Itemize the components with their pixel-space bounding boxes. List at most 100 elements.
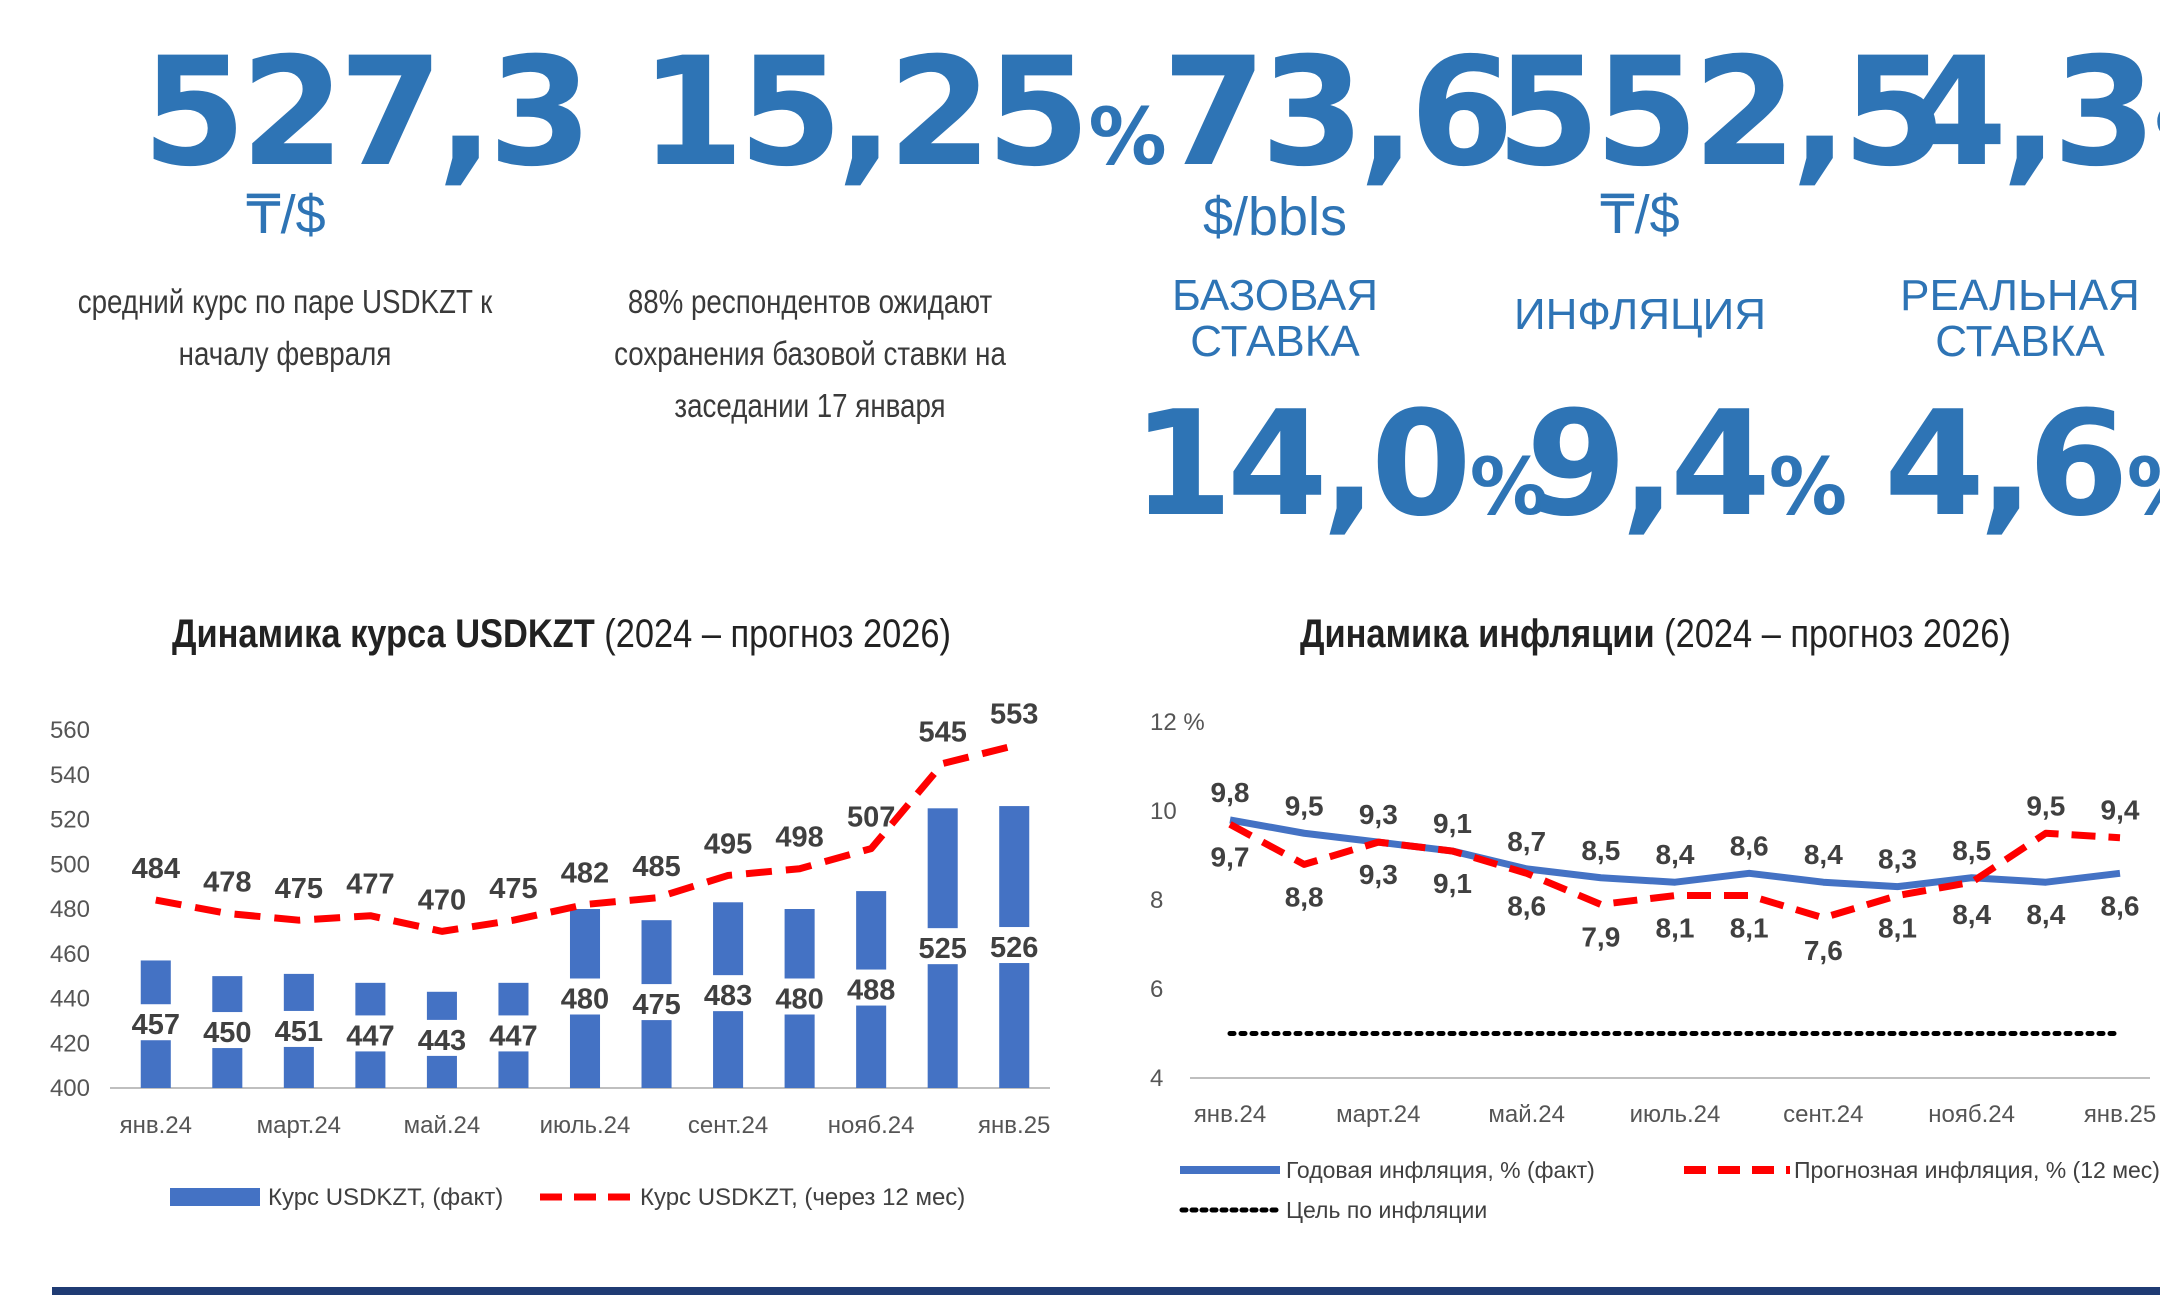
forecast-value-label: 8,4 — [1952, 899, 1991, 930]
x-tick-label: май.24 — [404, 1112, 481, 1139]
x-tick-label: сент.24 — [688, 1112, 768, 1139]
actual-value-label: 8,5 — [1952, 835, 1991, 866]
x-tick-label: нояб.24 — [1928, 1101, 2015, 1128]
y-tick-label: 12 % — [1150, 709, 1205, 736]
actual-value-label: 9,1 — [1433, 808, 1472, 839]
forecast-value-label: 9,3 — [1359, 859, 1398, 890]
y-tick-label: 440 — [50, 986, 90, 1013]
bar-value-label: 526 — [990, 932, 1038, 964]
kpi-real-rate-pct: % — [2127, 443, 2160, 533]
bar-value-label: 450 — [203, 1017, 251, 1049]
chart-inflation-title: Динамика инфляции (2024 – прогноз 2026) — [1300, 614, 2011, 654]
inflation-chart: 4 6 8 10 12 % 9,8 9,7 9,5 8,8 9,3 9,3 9,1 9,1 8,7 8,6 8… — [1150, 709, 2160, 1223]
y-tick-label: 540 — [50, 762, 90, 789]
forecast-value-label: 7,9 — [1581, 921, 1620, 952]
bar-label-bg — [481, 1015, 546, 1052]
bar-value-label: 488 — [847, 975, 895, 1007]
x-tick-label: март.24 — [257, 1112, 341, 1139]
kpi-survey-pct: % — [1088, 93, 1167, 183]
line-value-label: 553 — [990, 699, 1038, 731]
bar-value-label: 525 — [918, 933, 966, 965]
bar-label-bg — [409, 1019, 474, 1056]
legend-bar-label: Курс USDKZT, (факт) — [268, 1184, 503, 1211]
forecast-value-label: 9,1 — [1433, 868, 1472, 899]
actual-value-label: 9,5 — [1285, 790, 1324, 821]
forecast-line — [155, 742, 1016, 935]
forecast-value-label: 8,6 — [1507, 890, 1546, 921]
kpi-usdkzt-avg-description: средний курс по паре USDKZT к началу фев… — [77, 283, 493, 372]
line-value-label: 470 — [418, 884, 466, 916]
x-tick-label: янв.25 — [2084, 1101, 2156, 1128]
footer-divider — [52, 1287, 2160, 1295]
kpi-usdkzt-avg-value: 527,3 — [142, 26, 592, 200]
forecast-value-label: 7,6 — [1804, 935, 1843, 966]
kpi-survey-value: 15,25% — [640, 26, 1167, 200]
legend-line-label: Курс USDKZT, (через 12 мес) — [640, 1184, 965, 1211]
line-value-label: 482 — [561, 858, 609, 890]
kpi-inflation-label: ИНФЛЯЦИЯ — [1514, 290, 1766, 339]
bar-value-label: 451 — [275, 1016, 323, 1048]
x-tick-label: янв.25 — [978, 1112, 1050, 1139]
actual-value-label: 8,6 — [1730, 830, 1769, 861]
y-tick-label: 480 — [50, 896, 90, 923]
kpi-top-right-pct: % — [2155, 93, 2160, 183]
x-tick-label: май.24 — [1488, 1101, 1565, 1128]
forecast-value-label: 9,5 — [2026, 790, 2065, 821]
bar-label-bg — [624, 984, 689, 1021]
kpi-base-rate-pct: % — [1469, 443, 1548, 533]
legend-bar-swatch — [170, 1188, 260, 1206]
y-tick-label: 520 — [50, 807, 90, 834]
line-value-label: 478 — [203, 866, 251, 898]
y-tick-label: 400 — [50, 1075, 90, 1102]
line-value-label: 507 — [847, 802, 895, 834]
line-value-label: 475 — [275, 873, 323, 905]
chart-usdkzt-title: Динамика курса USDKZT (2024 – прогноз 20… — [172, 614, 951, 654]
bar-value-label: 447 — [489, 1020, 537, 1052]
bar-value-label: 480 — [561, 984, 609, 1016]
x-tick-label: июль.24 — [1630, 1101, 1721, 1128]
actual-value-label: 9,8 — [1211, 777, 1250, 808]
bar-label-bg — [839, 969, 904, 1006]
x-tick-label: нояб.24 — [828, 1112, 915, 1139]
line-value-label: 545 — [918, 717, 966, 749]
bar-value-label: 480 — [775, 984, 823, 1016]
bar-label-bg — [910, 928, 975, 965]
chart-usdkzt-title-rest: (2024 – прогноз 2026) — [594, 612, 951, 656]
kpi-usdkzt-now-unit: ₸/$ — [1600, 185, 1680, 245]
kpi-base-rate-value: 14,0% — [1132, 380, 1548, 549]
bar-label-bg — [553, 978, 617, 1015]
bar-label-bg — [767, 978, 832, 1015]
y-tick-label: 460 — [50, 941, 90, 968]
legend-actual-label: Годовая инфляция, % (факт) — [1286, 1157, 1595, 1183]
bar-value-label: 457 — [132, 1009, 180, 1041]
bar-label-bg — [982, 927, 1047, 964]
actual-value-label: 8,3 — [1878, 844, 1917, 875]
y-tick-label: 8 — [1150, 887, 1163, 914]
chart-usdkzt-title-bold: Динамика курса USDKZT — [172, 612, 595, 656]
actual-value-label: 8,6 — [2101, 890, 2140, 921]
line-value-label: 484 — [132, 853, 180, 885]
x-tick-label: янв.24 — [120, 1112, 192, 1139]
kpi-usdkzt-now-value: 552,5 — [1496, 26, 1946, 200]
x-tick-label: июль.24 — [540, 1112, 631, 1139]
legend-target-label: Цель по инфляции — [1286, 1197, 1487, 1223]
bar-label-bg — [696, 975, 761, 1012]
chart-inflation-title-rest: (2024 – прогноз 2026) — [1654, 612, 2011, 656]
bar-label-bg — [195, 1012, 260, 1049]
line-value-label: 475 — [489, 873, 537, 905]
actual-value-label: 8,7 — [1507, 826, 1546, 857]
kpi-oil-unit: $/bbls — [1202, 187, 1348, 247]
y-tick-label: 420 — [50, 1030, 90, 1057]
kpi-oil-value: 73,6 — [1162, 26, 1514, 200]
x-tick-label: март.24 — [1336, 1101, 1420, 1128]
bar-value-label: 475 — [632, 989, 680, 1021]
line-value-label: 498 — [775, 822, 823, 854]
forecast-value-label: 9,4 — [2101, 795, 2140, 826]
bar-label-bg — [338, 1015, 403, 1052]
actual-value-label: 8,5 — [1581, 835, 1620, 866]
kpi-inflation-pct: % — [1768, 443, 1848, 533]
y-tick-label: 6 — [1150, 976, 1163, 1003]
kpi-top-right-value: 4,3% — [1903, 38, 2160, 188]
actual-value-label: 8,4 — [2026, 899, 2065, 930]
actual-value-label: 8,4 — [1656, 839, 1695, 870]
